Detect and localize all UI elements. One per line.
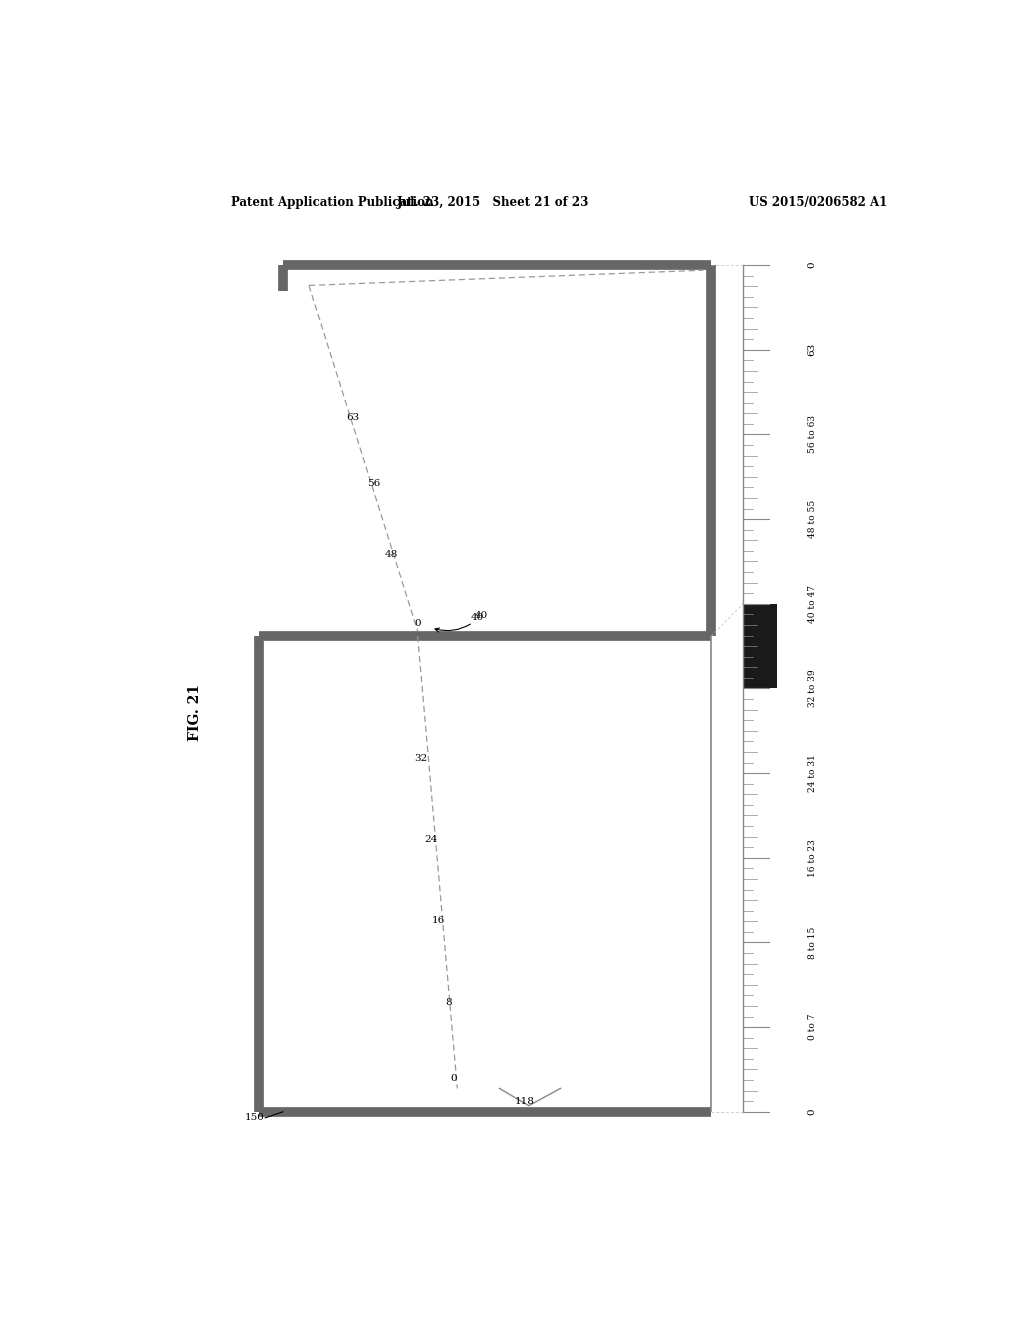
Text: 0: 0 — [415, 619, 421, 628]
Text: 118: 118 — [514, 1097, 535, 1106]
Text: US 2015/0206582 A1: US 2015/0206582 A1 — [750, 195, 888, 209]
Text: 40 to 47: 40 to 47 — [808, 585, 816, 623]
Text: 63: 63 — [808, 343, 816, 356]
Text: 56 to 63: 56 to 63 — [808, 416, 816, 454]
Text: Jul. 23, 2015   Sheet 21 of 23: Jul. 23, 2015 Sheet 21 of 23 — [397, 195, 589, 209]
Text: 40: 40 — [435, 611, 488, 632]
Text: 0: 0 — [808, 1109, 816, 1115]
Text: 48: 48 — [385, 550, 397, 560]
Text: 8: 8 — [445, 998, 452, 1007]
Text: 8 to 15: 8 to 15 — [808, 927, 816, 958]
Text: 0: 0 — [451, 1073, 458, 1082]
Text: Patent Application Publication: Patent Application Publication — [231, 195, 434, 209]
Text: 63: 63 — [346, 413, 359, 422]
Text: 0: 0 — [808, 261, 816, 268]
Text: 32 to 39: 32 to 39 — [808, 669, 816, 708]
Text: 24 to 31: 24 to 31 — [808, 754, 816, 792]
Text: 48 to 55: 48 to 55 — [808, 500, 816, 539]
Text: 16: 16 — [432, 916, 445, 925]
Text: 150: 150 — [245, 1113, 264, 1122]
Text: 0 to 7: 0 to 7 — [808, 1014, 816, 1040]
Text: 40: 40 — [470, 614, 483, 622]
Text: 16 to 23: 16 to 23 — [808, 840, 816, 876]
Text: FIG. 21: FIG. 21 — [188, 684, 203, 741]
Bar — [743, 603, 777, 689]
Text: 32: 32 — [415, 754, 428, 763]
Text: 24: 24 — [424, 834, 437, 843]
Text: 56: 56 — [368, 479, 380, 488]
